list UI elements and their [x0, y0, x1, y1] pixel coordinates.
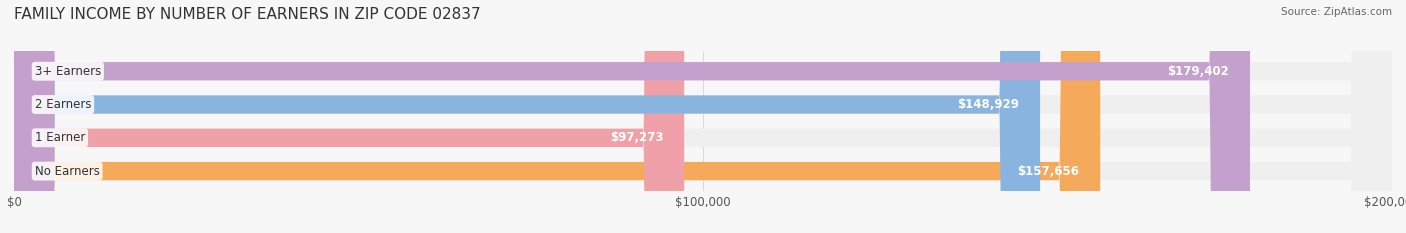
Text: $97,273: $97,273: [610, 131, 664, 144]
Text: No Earners: No Earners: [35, 164, 100, 178]
FancyBboxPatch shape: [14, 0, 685, 233]
FancyBboxPatch shape: [14, 0, 1392, 233]
FancyBboxPatch shape: [14, 0, 1040, 233]
Text: $148,929: $148,929: [957, 98, 1019, 111]
FancyBboxPatch shape: [14, 0, 1250, 233]
FancyBboxPatch shape: [14, 0, 1101, 233]
FancyBboxPatch shape: [14, 0, 1392, 233]
Text: $179,402: $179,402: [1167, 65, 1229, 78]
Text: $157,656: $157,656: [1018, 164, 1080, 178]
Text: 1 Earner: 1 Earner: [35, 131, 86, 144]
Text: Source: ZipAtlas.com: Source: ZipAtlas.com: [1281, 7, 1392, 17]
FancyBboxPatch shape: [14, 0, 1392, 233]
Text: FAMILY INCOME BY NUMBER OF EARNERS IN ZIP CODE 02837: FAMILY INCOME BY NUMBER OF EARNERS IN ZI…: [14, 7, 481, 22]
Text: 3+ Earners: 3+ Earners: [35, 65, 101, 78]
Text: 2 Earners: 2 Earners: [35, 98, 91, 111]
FancyBboxPatch shape: [14, 0, 1392, 233]
